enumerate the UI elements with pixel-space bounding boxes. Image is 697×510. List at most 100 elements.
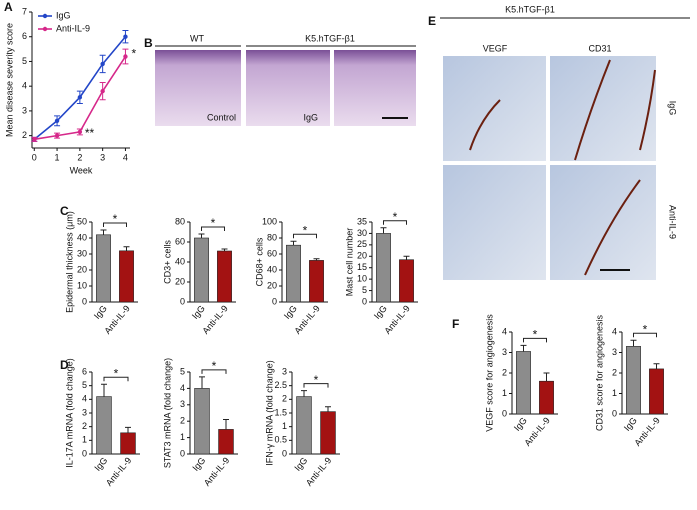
y-axis-label: Mean disease severity score [4, 23, 14, 137]
x-tick-label: Anti-IL-9 [104, 455, 134, 487]
group-label: K5.hTGF-β1 [505, 4, 555, 14]
error-bar [313, 258, 320, 261]
error-bar [520, 344, 527, 352]
y-tick-label: 40 [77, 232, 87, 242]
bar [194, 388, 210, 455]
image-label: Control [207, 112, 236, 122]
histology-image [155, 50, 241, 126]
marker [123, 34, 128, 39]
x-axis-label: Week [70, 165, 93, 175]
y-tick-label: 0 [180, 296, 185, 306]
y-tick-label: 15 [357, 262, 367, 272]
y-axis-label: VEGF score for angiogenesis [484, 314, 494, 432]
bar [96, 234, 111, 303]
column-label: CD31 [588, 43, 611, 53]
error-bar [403, 255, 410, 260]
panel-label: F [452, 317, 459, 331]
significance: * [533, 327, 538, 341]
y-tick-label: 4 [612, 326, 617, 336]
panel-b: WT K5.hTGF-β1 Control IgG [155, 33, 416, 126]
y-tick-label: 100 [262, 216, 277, 226]
significance-bracket [103, 376, 129, 382]
y-tick-label: 5 [180, 366, 185, 376]
x-tick-label: IgG [190, 455, 207, 473]
y-tick-label: 0 [282, 448, 287, 458]
error-bar [125, 426, 131, 433]
y-tick-label: 2.5 [274, 380, 287, 390]
legend-marker [42, 26, 48, 32]
histology-image [334, 50, 416, 126]
y-tick-label: 1 [612, 388, 617, 398]
y-tick-label: 0 [362, 296, 367, 306]
y-tick-label: 2 [180, 416, 185, 426]
significance: * [212, 359, 217, 373]
y-tick-label: 0 [82, 296, 87, 306]
x-tick-label: 3 [100, 152, 105, 162]
error-bar [198, 233, 205, 238]
y-tick-label: 0 [612, 408, 617, 418]
row-label: Anti-IL-9 [668, 205, 678, 239]
x-tick-label: 2 [77, 152, 82, 162]
y-tick-label: 1 [82, 435, 87, 445]
y-tick-label: 10 [77, 280, 87, 290]
panel-e: K5.hTGF-β1 VEGF CD31 IgG Anti-IL-9 [440, 4, 690, 280]
significance-bracket [293, 233, 317, 239]
y-axis-label: Epidermal thickness (μm) [64, 211, 74, 313]
panel-label: C [60, 204, 69, 218]
bar [516, 351, 531, 415]
marker [77, 129, 83, 135]
significance: * [303, 223, 308, 237]
y-tick-label: 3 [82, 407, 87, 417]
y-tick-label: 4 [180, 383, 185, 393]
panel-label: D [60, 358, 69, 372]
panel-label: A [4, 0, 13, 14]
y-tick-label: 0 [180, 448, 185, 458]
y-tick-label: 4 [502, 326, 507, 336]
bar [194, 237, 209, 303]
y-tick-label: 0 [272, 296, 277, 306]
error-bar [100, 229, 107, 235]
y-tick-label: 1 [180, 432, 185, 442]
error-bar [325, 406, 331, 412]
series-line [33, 36, 127, 140]
significance: * [393, 210, 398, 224]
y-tick-label: 20 [77, 264, 87, 274]
y-tick-label: 0 [82, 448, 87, 458]
histology-image [246, 50, 330, 126]
significance-bracket [201, 226, 225, 231]
bar [539, 380, 554, 415]
significance-bracket [633, 332, 657, 338]
y-tick-label: 2 [502, 367, 507, 377]
x-tick-label: 0 [32, 152, 37, 162]
y-tick-label: 20 [267, 280, 277, 290]
x-tick-label: Anti-IL-9 [304, 455, 334, 487]
error-bar [199, 376, 205, 389]
marker [100, 88, 105, 94]
y-tick-label: 40 [267, 264, 277, 274]
error-bar [221, 248, 228, 251]
column-label: VEGF [483, 43, 508, 53]
error-bar [101, 383, 107, 397]
y-tick-label: 1.5 [274, 407, 287, 417]
significance: * [643, 322, 648, 336]
error-bar [223, 419, 229, 430]
bar [119, 250, 134, 303]
x-tick-label: IgG [372, 303, 389, 321]
y-tick-label: 25 [357, 239, 367, 249]
y-tick-label: 0.5 [274, 435, 287, 445]
y-tick-label: 60 [267, 248, 277, 258]
ihc-image [443, 56, 546, 161]
panel-label: B [144, 36, 153, 50]
group-label: WT [190, 33, 204, 43]
y-tick-label: 60 [175, 236, 185, 246]
y-axis-label: STAT3 mRNA (fold change) [162, 358, 172, 468]
y-tick-label: 2 [22, 130, 27, 140]
legend-marker [42, 13, 48, 19]
y-axis-label: CD31 score for angiogenesis [594, 314, 604, 431]
y-tick-label: 5 [22, 56, 27, 66]
significance-bracket [103, 222, 127, 227]
error-bar [290, 240, 297, 246]
legend-label: Anti-IL-9 [56, 23, 90, 33]
significance-bracket [523, 337, 547, 343]
image-label: IgG [303, 112, 318, 122]
